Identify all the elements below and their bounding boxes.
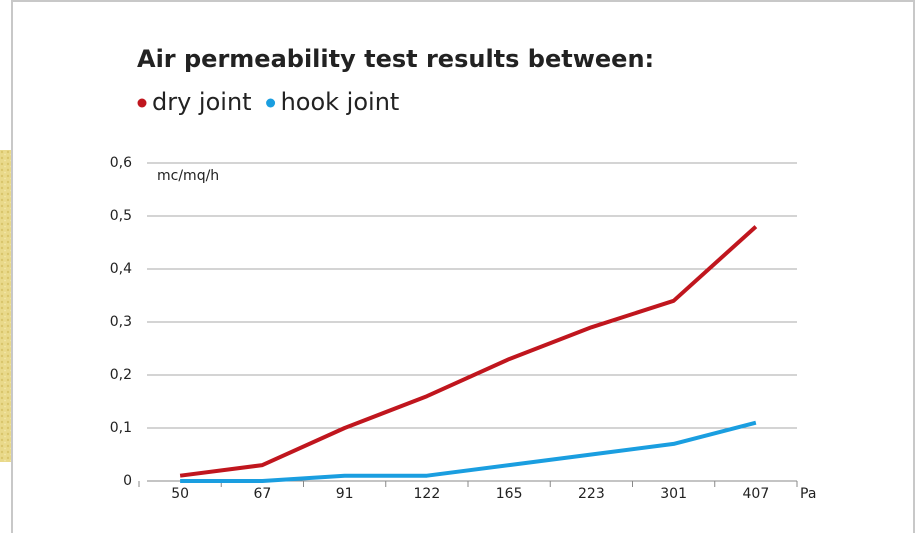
chart: Air permeability test results between: d…	[0, 0, 922, 533]
y-tick-label: 0	[123, 473, 132, 489]
x-axis-label: Pa	[800, 486, 816, 502]
y-tick-label: 0,4	[110, 261, 132, 277]
x-tick-label: 223	[578, 486, 605, 502]
legend-label: hook joint	[281, 88, 400, 116]
y-tick-label: 0,2	[110, 367, 132, 383]
legend-marker	[138, 99, 147, 108]
y-tick-label: 0,5	[110, 208, 132, 224]
chart-title: Air permeability test results between:	[137, 45, 654, 73]
x-tick-label: 50	[171, 486, 189, 502]
x-tick-label: 122	[414, 486, 441, 502]
y-tick-label: 0,1	[110, 420, 132, 436]
x-tick-label: 407	[743, 486, 770, 502]
y-axis-label: mc/mq/h	[157, 168, 219, 184]
y-tick-label: 0,6	[110, 155, 132, 171]
legend-marker	[266, 99, 275, 108]
legend-label: dry joint	[152, 88, 252, 116]
x-tick-label: 67	[253, 486, 271, 502]
card	[12, 1, 914, 533]
x-tick-label: 91	[336, 486, 354, 502]
background-texture	[0, 150, 12, 462]
x-tick-label: 301	[660, 486, 687, 502]
page: {"chart_data": {"type": "line", "title":…	[0, 0, 922, 533]
x-tick-label: 165	[496, 486, 523, 502]
y-tick-label: 0,3	[110, 314, 132, 330]
